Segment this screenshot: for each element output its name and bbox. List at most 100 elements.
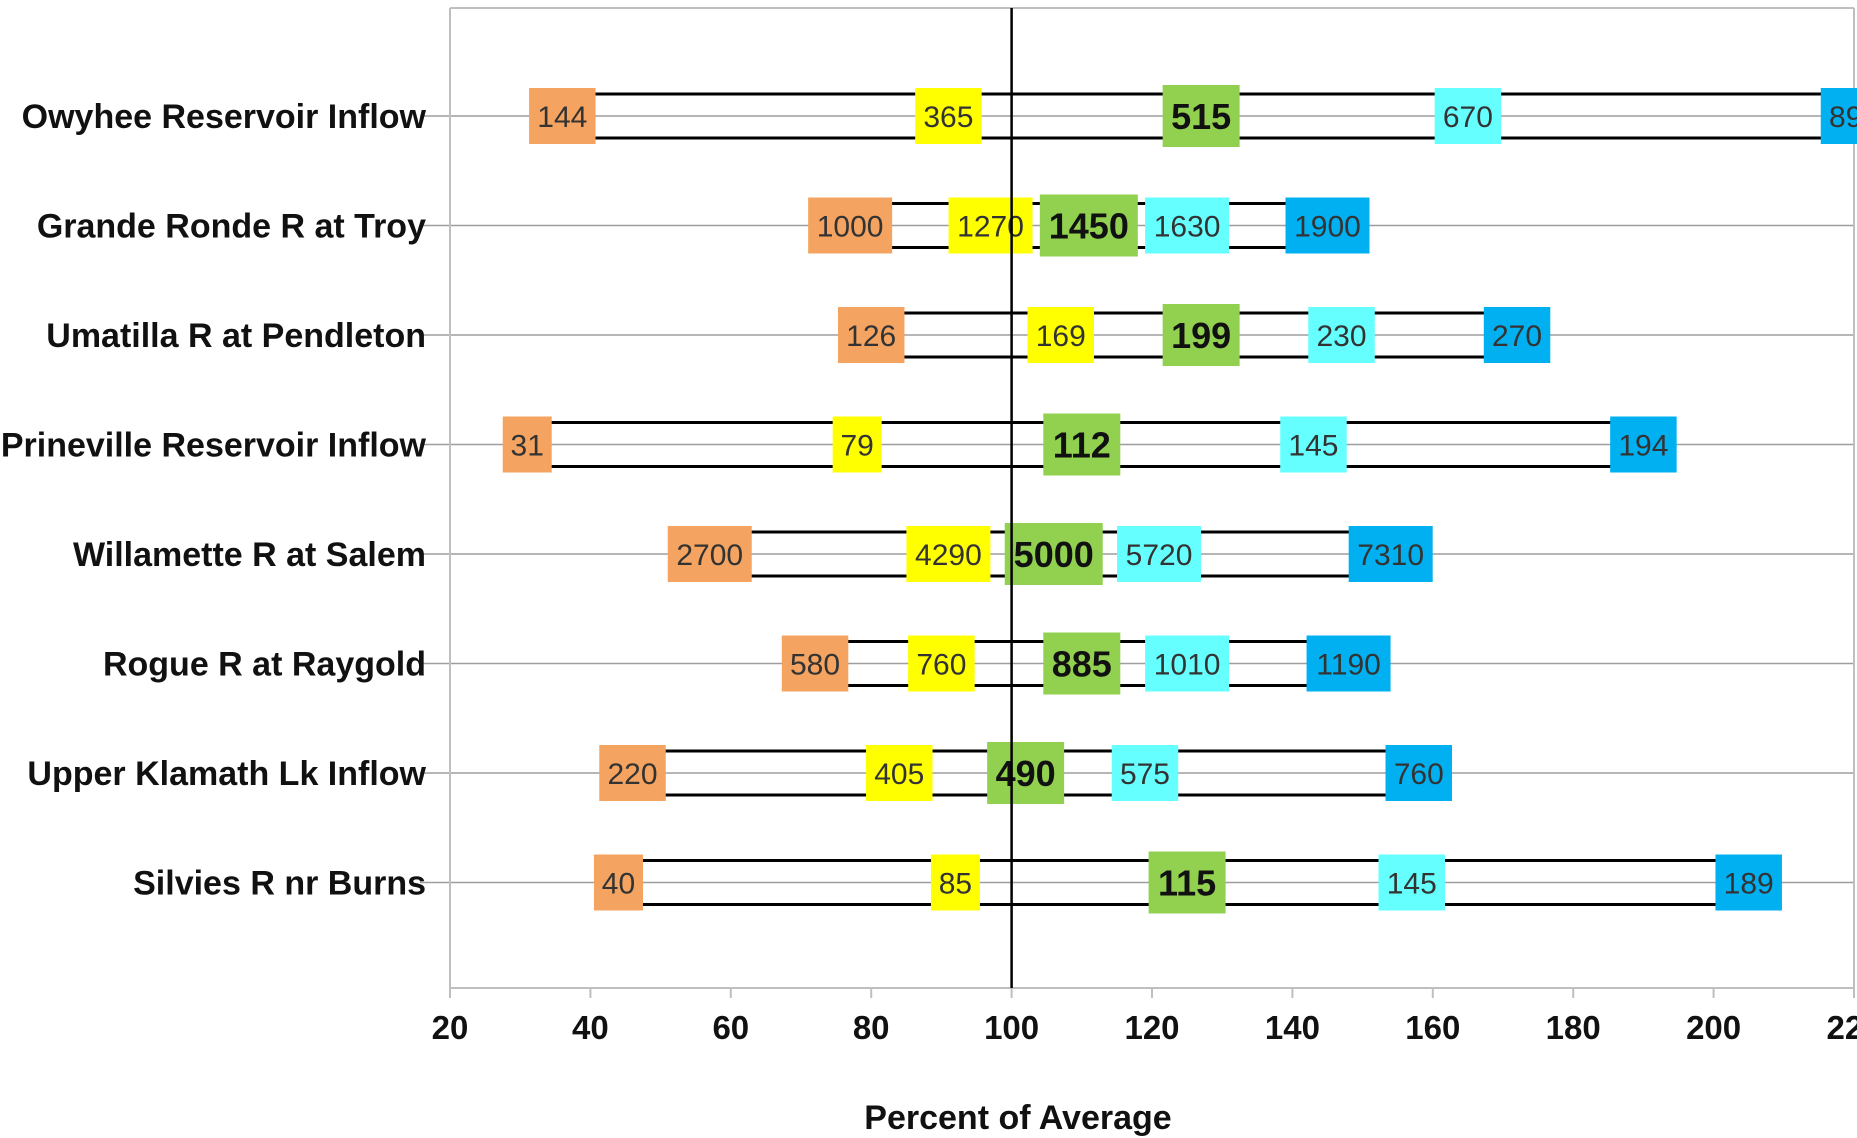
value-box-level_4: [1145, 635, 1230, 692]
value-label-level_2: 169: [1036, 320, 1086, 353]
x-tick-label: 60: [712, 1009, 749, 1046]
row-grande-ronde-r-at-troy: Grande Ronde R at Troy 1000 1270 1450 1630 19…: [37, 194, 1370, 257]
value-label-level_1: 144: [537, 101, 587, 134]
value-label-level_1: 2700: [676, 539, 743, 572]
value-box-level_3: [1039, 194, 1138, 257]
value-label-level_4: 1630: [1154, 211, 1221, 244]
value-box-level_5: [1820, 88, 1857, 144]
value-box-level_4: [1117, 526, 1202, 582]
x-tick-label: 120: [1124, 1009, 1179, 1046]
value-label-level_4: 5720: [1126, 539, 1193, 572]
value-box-level_5: [1483, 307, 1551, 363]
category-label: Willamette R at Salem: [73, 536, 426, 574]
category-label: Upper Klamath Lk Inflow: [27, 755, 426, 793]
category-label: Umatilla R at Pendleton: [46, 317, 426, 355]
value-label-level_4: 575: [1120, 758, 1170, 791]
x-tick-label: 180: [1546, 1009, 1601, 1046]
row-rogue-r-at-raygold: Rogue R at Raygold 580 760 885 1010 1190: [103, 632, 1391, 695]
value-box-level_2: [906, 526, 991, 582]
value-box-level_3: [1043, 632, 1121, 695]
value-label-level_1: 31: [511, 430, 544, 463]
value-box-level_3: [987, 742, 1065, 804]
value-box-level_4: [1308, 307, 1375, 363]
row-prineville-reservoir-inflow: Prineville Reservoir Inflow 31 79 112 145 194: [1, 413, 1677, 476]
x-tick-label: 200: [1686, 1009, 1741, 1046]
value-box-level_3: [1004, 523, 1103, 585]
value-box-level_3: [1148, 851, 1226, 914]
value-label-level_1: 220: [607, 758, 657, 791]
value-label-level_1: 1000: [817, 211, 884, 244]
x-tick-label: 100: [984, 1009, 1039, 1046]
value-label-level_5: 7310: [1357, 539, 1424, 572]
row-owyhee-reservoir-inflow: Owyhee Reservoir Inflow 144 365 515 670 890: [22, 85, 1857, 147]
value-box-level_5: [1610, 416, 1677, 473]
value-label-level_2: 365: [923, 101, 973, 134]
value-box-level_3: [1043, 413, 1121, 476]
value-label-level_5: 1900: [1294, 211, 1361, 244]
value-label-level_2: 85: [939, 868, 972, 901]
value-label-level_1: 40: [602, 868, 635, 901]
x-tick-label: 40: [572, 1009, 609, 1046]
value-label-level_2: 79: [840, 430, 873, 463]
value-box-level_5: [1306, 635, 1391, 692]
value-label-level_2: 1270: [957, 211, 1024, 244]
value-box-level_2: [908, 635, 975, 692]
value-box-level_4: [1111, 745, 1179, 801]
value-label-level_3: 5000: [1014, 534, 1094, 575]
x-axis-title: Percent of Average: [864, 1099, 1171, 1137]
value-box-level_1: [808, 197, 893, 254]
x-tick-labels: 20 40 60 80 100 120 140 160 180 200 220: [432, 988, 1857, 1046]
value-box-level_3: [1162, 85, 1240, 147]
value-label-level_5: 1190: [1316, 649, 1381, 682]
value-label-level_4: 670: [1443, 101, 1493, 134]
x-tick-label: 220: [1826, 1009, 1857, 1046]
value-box-level_5: [1385, 745, 1453, 801]
value-box-level_4: [1434, 88, 1502, 144]
value-box-level_5: [1715, 854, 1782, 911]
value-label-level_3: 1450: [1049, 206, 1129, 247]
row-willamette-r-at-salem: Willamette R at Salem 2700 4290 5000 5720 731…: [73, 523, 1433, 585]
value-box-level_2: [832, 416, 882, 473]
value-label-level_4: 1010: [1154, 649, 1221, 682]
value-label-level_2: 4290: [915, 539, 982, 572]
value-box-level_3: [1162, 304, 1240, 366]
value-box-level_5: [1285, 197, 1370, 254]
category-label: Silvies R nr Burns: [133, 865, 426, 903]
value-box-level_2: [1027, 307, 1094, 363]
category-label: Owyhee Reservoir Inflow: [22, 98, 427, 136]
value-box-level_4: [1145, 197, 1230, 254]
value-box-level_1: [502, 416, 552, 473]
value-box-level_2: [948, 197, 1033, 254]
category-label: Grande Ronde R at Troy: [37, 208, 426, 246]
value-box-level_1: [593, 854, 643, 911]
value-label-level_3: 199: [1171, 315, 1231, 356]
value-box-level_2: [866, 745, 933, 801]
x-tick-label: 80: [853, 1009, 890, 1046]
value-label-level_2: 405: [874, 758, 924, 791]
value-box-level_1: [599, 745, 666, 801]
value-box-level_2: [915, 88, 982, 144]
value-box-level_1: [529, 88, 596, 144]
x-tick-label: 140: [1265, 1009, 1320, 1046]
value-label-level_4: 145: [1288, 430, 1338, 463]
value-label-level_5: 189: [1724, 868, 1774, 901]
value-label-level_5: 890: [1829, 101, 1857, 134]
data-rows: Owyhee Reservoir Inflow 144 365 515 670 890 Gr…: [1, 8, 1857, 988]
value-label-level_5: 760: [1394, 758, 1444, 791]
row-umatilla-r-at-pendleton: Umatilla R at Pendleton 126 169 199 230 270: [46, 304, 1551, 366]
value-box-level_2: [930, 854, 980, 911]
value-label-level_3: 112: [1053, 425, 1111, 466]
value-label-level_3: 885: [1052, 644, 1112, 685]
row-upper-klamath-lk-inflow: Upper Klamath Lk Inflow 220 405 490 575 760: [27, 742, 1453, 804]
value-box-level_4: [1280, 416, 1347, 473]
value-label-level_5: 270: [1492, 320, 1542, 353]
value-box-level_1: [781, 635, 849, 692]
value-label-level_2: 760: [916, 649, 966, 682]
axes: [449, 7, 1855, 989]
value-label-level_1: 126: [846, 320, 896, 353]
value-label-level_3: 115: [1158, 863, 1216, 904]
value-label-level_3: 515: [1171, 96, 1231, 137]
row-silvies-r-nr-burns: Silvies R nr Burns 40 85 115 145 189: [133, 851, 1782, 914]
value-box-level_1: [667, 526, 752, 582]
